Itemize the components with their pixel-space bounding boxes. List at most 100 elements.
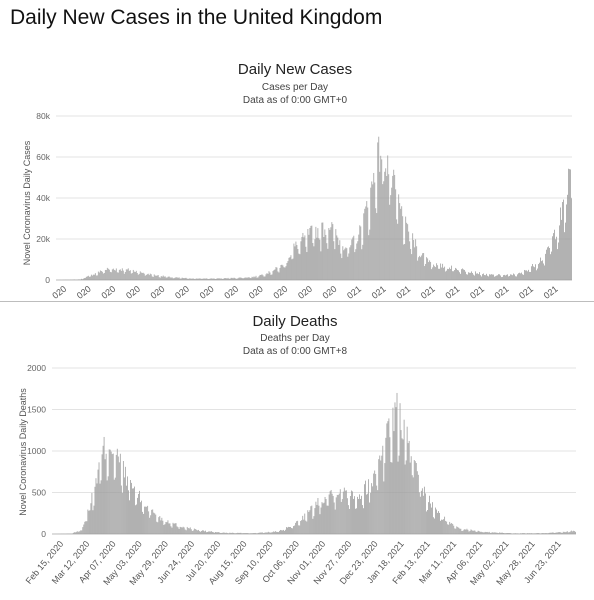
cases-bar xyxy=(201,278,203,280)
deaths-bar xyxy=(507,533,508,534)
cases-bar xyxy=(430,261,432,280)
deaths-bar xyxy=(417,474,419,534)
cases-bar xyxy=(240,277,242,280)
cases-bar xyxy=(391,187,393,280)
deaths-bar xyxy=(303,519,305,534)
cases-bar xyxy=(218,278,220,280)
deaths-bar xyxy=(314,508,316,534)
deaths-bar xyxy=(117,456,119,534)
cases-bar xyxy=(143,273,145,280)
deaths-bar xyxy=(441,519,442,534)
cases-bar xyxy=(350,245,352,280)
deaths-bar xyxy=(434,518,435,534)
cases-bar xyxy=(115,268,117,280)
deaths-bar xyxy=(525,533,527,534)
cases-x-tick-label: 021 xyxy=(443,284,461,300)
deaths-bar xyxy=(87,509,89,534)
deaths-bar xyxy=(227,533,229,534)
deaths-bar xyxy=(325,499,327,534)
deaths-bar xyxy=(548,532,550,534)
cases-bar xyxy=(252,277,254,280)
deaths-bar xyxy=(248,533,250,534)
cases-bar xyxy=(112,268,114,280)
cases-bar xyxy=(456,268,457,280)
deaths-bar xyxy=(183,527,185,534)
deaths-bar xyxy=(418,492,420,534)
cases-bar xyxy=(426,257,428,280)
deaths-bar xyxy=(552,532,554,534)
cases-bar xyxy=(564,232,565,280)
cases-bar xyxy=(519,272,520,280)
deaths-bar xyxy=(433,517,434,534)
deaths-bar xyxy=(462,530,464,534)
cases-bar xyxy=(156,275,158,280)
deaths-bar xyxy=(262,533,264,534)
deaths-bar xyxy=(516,533,517,534)
deaths-bar xyxy=(541,533,543,534)
cases-bar xyxy=(95,275,97,280)
cases-bar xyxy=(87,275,89,280)
deaths-bar xyxy=(320,507,322,534)
deaths-bar xyxy=(101,454,103,534)
cases-bar xyxy=(194,279,196,280)
deaths-bar xyxy=(312,518,314,534)
deaths-bar xyxy=(336,494,338,534)
cases-bar xyxy=(243,278,245,280)
cases-bar xyxy=(281,264,283,280)
deaths-bar xyxy=(118,462,120,534)
deaths-bar xyxy=(252,533,254,534)
deaths-bar xyxy=(150,515,152,534)
deaths-bar xyxy=(397,461,399,534)
cases-bar xyxy=(479,272,480,280)
cases-bar xyxy=(161,276,163,280)
cases-bar xyxy=(320,251,322,280)
deaths-bar xyxy=(202,530,203,534)
cases-bar xyxy=(367,207,369,280)
cases-bar xyxy=(372,184,374,280)
deaths-y-tick-label: 500 xyxy=(32,488,46,498)
cases-bar xyxy=(206,278,208,280)
cases-bar xyxy=(107,268,109,280)
deaths-bar xyxy=(243,533,245,534)
deaths-bar xyxy=(549,532,551,534)
cases-bar xyxy=(420,257,422,280)
cases-bar xyxy=(344,248,346,280)
cases-bar xyxy=(85,276,87,280)
deaths-y-ticks: 0 500 1000 1500 2000 xyxy=(27,363,46,539)
cases-bar xyxy=(229,278,231,280)
deaths-bar xyxy=(520,533,522,534)
deaths-bar xyxy=(486,531,488,534)
deaths-bar xyxy=(555,532,557,534)
deaths-bar xyxy=(112,453,114,534)
cases-bar xyxy=(560,207,561,280)
cases-bar xyxy=(567,194,568,280)
cases-bar xyxy=(398,194,400,280)
deaths-bar xyxy=(454,528,456,534)
deaths-bar xyxy=(559,532,561,534)
cases-bar xyxy=(485,275,486,280)
cases-bar xyxy=(171,277,173,280)
cases-x-tick-label: 020 xyxy=(124,284,142,300)
deaths-bar xyxy=(563,531,565,534)
deaths-bar xyxy=(360,498,361,534)
deaths-bar xyxy=(534,533,536,534)
deaths-bar xyxy=(469,530,471,534)
cases-bar xyxy=(537,268,538,280)
cases-bar xyxy=(436,263,438,280)
deaths-bar xyxy=(482,532,484,534)
cases-bar xyxy=(203,278,205,280)
cases-bar xyxy=(130,273,132,280)
cases-bar xyxy=(304,235,306,280)
cases-bar xyxy=(214,278,216,280)
cases-bar xyxy=(514,274,515,280)
deaths-bar xyxy=(167,520,169,534)
deaths-bar xyxy=(249,533,251,534)
cases-bar xyxy=(232,278,234,280)
cases-bar xyxy=(79,279,81,280)
deaths-bar xyxy=(535,533,537,534)
cases-bar xyxy=(371,181,373,280)
cases-bar xyxy=(331,222,333,280)
cases-bar xyxy=(444,266,446,280)
deaths-bar xyxy=(574,531,576,534)
page-title: Daily New Cases in the United Kingdom xyxy=(10,6,383,29)
